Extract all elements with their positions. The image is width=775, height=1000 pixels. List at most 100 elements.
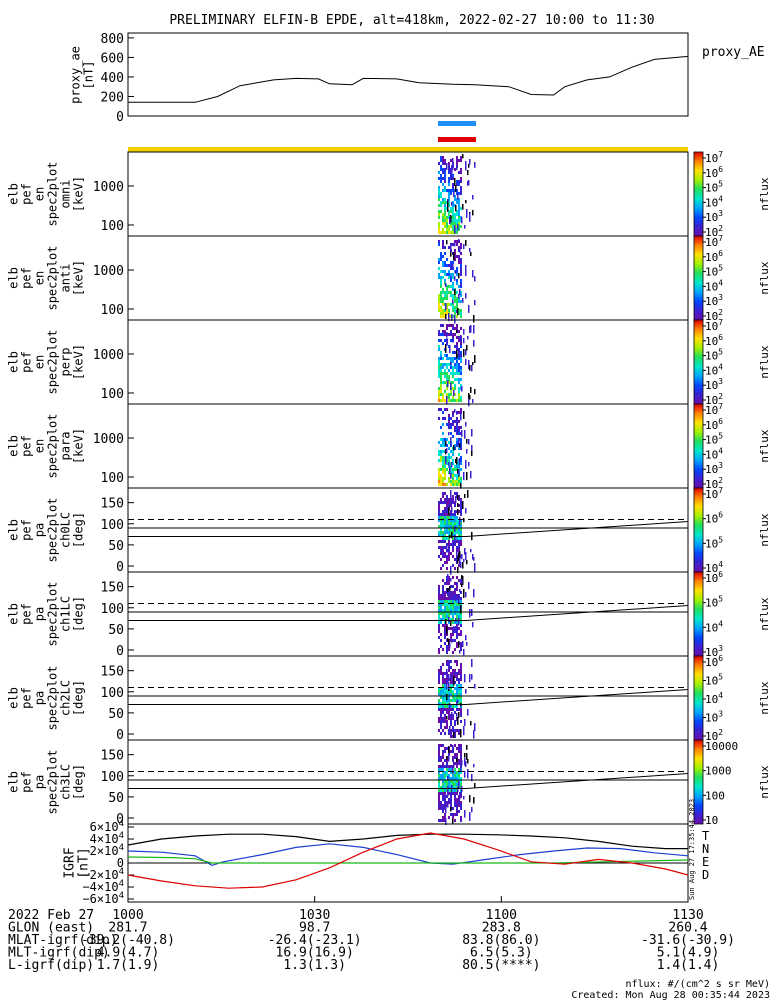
- spec-pixel: [458, 762, 460, 765]
- spec-pixel: [452, 324, 454, 327]
- spec-pixel: [438, 606, 440, 609]
- spec-pixel: [452, 294, 454, 297]
- spec-pixel: [442, 159, 444, 162]
- pitch-panel-ylabel: elb pef pa spec2plot ch3LC [deg]: [7, 749, 86, 814]
- antiloss-cone-line: [128, 605, 689, 621]
- spec-pixel: [444, 471, 446, 474]
- spec-pixel: [444, 519, 446, 522]
- spec-pixel: [456, 231, 458, 234]
- spec-pixel: [448, 519, 450, 522]
- spec-pixel: [444, 633, 446, 636]
- spec-pixel: [440, 480, 442, 483]
- spec-pixel: [442, 198, 444, 201]
- spec-pixel: [438, 393, 440, 396]
- spec-pixel: [448, 167, 450, 173]
- spec-pixel: [438, 186, 440, 189]
- spec-pixel: [448, 369, 450, 372]
- spec-pixel: [454, 789, 456, 792]
- spec-pixel: [466, 642, 468, 646]
- spec-pixel: [442, 612, 444, 615]
- spec-pixel: [440, 333, 442, 336]
- spec-pixel: [456, 444, 458, 447]
- spec-pixel: [460, 267, 462, 270]
- spec-pixel: [468, 360, 470, 368]
- spec-pixel: [450, 627, 452, 630]
- spec-pixel: [460, 279, 462, 282]
- spec-pixel: [460, 675, 462, 678]
- spec-pixel: [452, 546, 454, 549]
- spec-pixel: [460, 159, 462, 162]
- spec-pixel: [464, 430, 466, 439]
- ytick-label: 100: [101, 518, 124, 533]
- spec-pixel: [460, 501, 462, 504]
- spec-pixel: [458, 702, 460, 705]
- spec-pixel: [452, 600, 454, 603]
- axis-label-line: pef: [20, 771, 34, 793]
- spec-pixel: [456, 576, 458, 579]
- ytick-label: 1000: [93, 180, 124, 195]
- spec-pixel: [458, 633, 460, 636]
- spec-pixel: [458, 564, 460, 567]
- spec-pixel: [456, 582, 458, 585]
- axis-label-line: pa: [33, 691, 47, 705]
- spec-pixel: [452, 381, 454, 384]
- spec-pixel: [448, 549, 450, 552]
- ytick-label: 100: [101, 387, 124, 402]
- spec-pixel: [461, 555, 463, 560]
- spec-pixel: [440, 687, 442, 690]
- spec-pixel: [450, 468, 452, 471]
- spec-pixel: [456, 457, 458, 465]
- spec-pixel: [470, 387, 472, 393]
- spec-pixel: [440, 801, 442, 804]
- spec-pixel: [452, 186, 454, 189]
- spec-pixel: [450, 765, 452, 768]
- spec-pixel: [452, 498, 454, 501]
- spec-pixel: [474, 783, 476, 788]
- spec-pixel: [454, 519, 456, 522]
- energy-panel-ylabel: elb pef en spec2plot perp [keV]: [7, 329, 86, 394]
- spec-pixel: [448, 480, 450, 483]
- spec-pixel: [450, 585, 452, 588]
- spec-pixel: [442, 609, 444, 612]
- side-timestamp: Sun Aug 27 17:35:44 2023: [688, 799, 696, 900]
- spec-pixel: [458, 420, 460, 423]
- spec-pixel: [438, 390, 440, 393]
- spec-pixel: [454, 681, 456, 684]
- spec-pixel: [456, 480, 458, 483]
- spec-pixel: [456, 255, 458, 258]
- spec-pixel: [452, 219, 454, 222]
- spec-pixel: [444, 363, 446, 366]
- spec-pixel: [438, 369, 440, 372]
- spec-pixel: [440, 195, 442, 198]
- spec-pixel: [458, 534, 460, 537]
- spec-pixel: [456, 810, 458, 813]
- spec-pixel: [440, 618, 442, 621]
- spec-pixel: [448, 699, 450, 702]
- spec-pixel: [460, 525, 462, 528]
- spec-pixel: [458, 219, 460, 222]
- spec-pixel: [457, 717, 459, 725]
- spec-pixel: [448, 270, 450, 273]
- spec-pixel: [442, 357, 444, 360]
- spec-pixel: [460, 534, 462, 537]
- spec-pixel: [438, 195, 440, 198]
- spec-pixel: [444, 525, 446, 528]
- spec-pixel: [442, 444, 444, 447]
- spec-pixel: [442, 438, 444, 441]
- spec-pixel: [442, 537, 444, 540]
- spec-pixel: [456, 210, 458, 213]
- spec-pixel: [444, 591, 446, 594]
- colorbar: [693, 403, 704, 489]
- spec-pixel: [445, 441, 447, 446]
- spec-pixel: [438, 819, 440, 822]
- spec-pixel: [444, 294, 446, 297]
- energy-panel-ylabel: elb pef en spec2plot anti [keV]: [7, 245, 86, 310]
- spec-pixel: [440, 567, 442, 570]
- spec-pixel: [448, 660, 450, 663]
- spec-pixel: [442, 717, 444, 720]
- spec-pixel: [458, 781, 460, 789]
- colorbar: [693, 235, 704, 321]
- spec-pixel: [454, 729, 456, 734]
- spec-pixel: [448, 399, 450, 402]
- spec-pixel: [446, 759, 448, 762]
